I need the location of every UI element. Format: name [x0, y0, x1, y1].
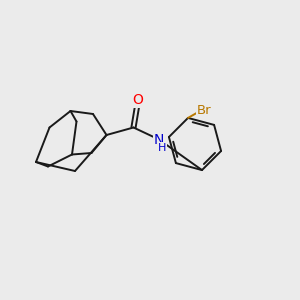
Text: H: H: [158, 143, 166, 153]
Text: O: O: [133, 94, 143, 107]
Text: N: N: [154, 133, 164, 146]
Text: Br: Br: [196, 104, 211, 117]
